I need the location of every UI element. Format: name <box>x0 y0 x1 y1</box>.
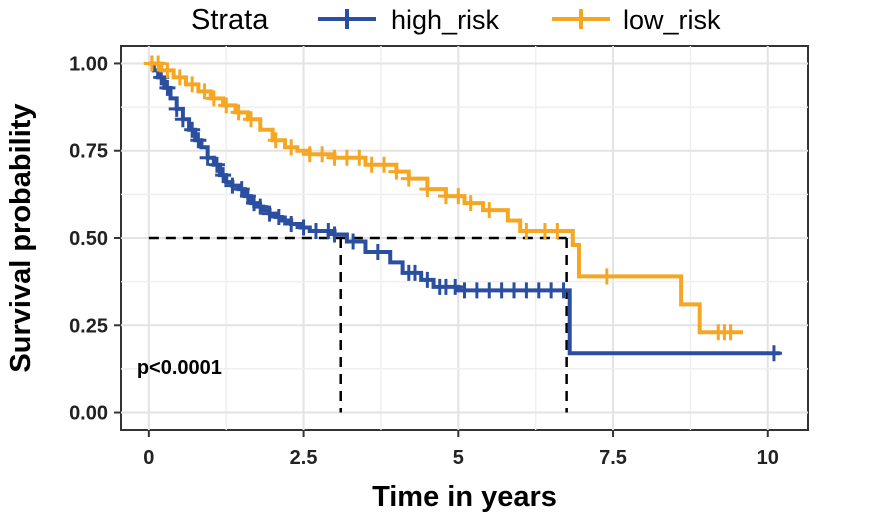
censor-mark-low_risk <box>549 223 566 240</box>
y-tick-label: 1.00 <box>69 53 108 75</box>
series-low_risk <box>143 55 744 341</box>
censor-mark-high_risk <box>261 205 278 222</box>
censor-mark-low_risk <box>196 83 213 100</box>
censor-mark-low_risk <box>218 97 235 114</box>
censor-mark-high_risk <box>208 156 225 173</box>
x-tick-label: 5 <box>453 447 464 469</box>
series-layer <box>143 55 782 362</box>
censor-mark-high_risk <box>283 216 300 233</box>
censor-mark-high_risk <box>326 226 343 243</box>
censor-mark-low_risk <box>518 223 535 240</box>
censor-mark-low_risk <box>388 163 405 180</box>
censor-mark-high_risk <box>174 111 191 128</box>
censor-mark-low_risk <box>171 69 188 86</box>
censor-mark-high_risk <box>765 345 782 362</box>
y-tick-label: 0.75 <box>69 141 108 163</box>
y-axis-title: Survival probability <box>5 103 37 372</box>
p-value-annotation: p<0.0001 <box>137 357 222 379</box>
censor-mark-low_risk <box>481 202 498 219</box>
legend-label-low_risk: low_risk <box>623 5 721 35</box>
censor-mark-high_risk <box>168 100 185 117</box>
censor-mark-low_risk <box>205 90 222 107</box>
censor-mark-high_risk <box>555 282 572 299</box>
censor-mark-low_risk <box>230 104 247 121</box>
censor-mark-low_risk <box>242 111 259 128</box>
x-tick-label: 7.5 <box>599 447 627 469</box>
censor-mark-high_risk <box>252 198 269 215</box>
censor-mark-high_risk <box>190 132 207 149</box>
censor-mark-low_risk <box>376 156 393 173</box>
censor-mark-low_risk <box>184 76 201 93</box>
censor-mark-low_risk <box>462 195 479 212</box>
censor-mark-high_risk <box>295 219 312 236</box>
x-axis-title: Time in years <box>372 481 557 513</box>
censor-mark-high_risk <box>345 233 362 250</box>
censor-mark-high_risk <box>447 278 464 295</box>
censor-mark-low_risk <box>267 132 284 149</box>
y-tick-label: 0.50 <box>69 228 108 250</box>
y-tick-label: 0.00 <box>69 403 108 425</box>
censor-mark-high_risk <box>159 79 176 96</box>
censor-mark-high_risk <box>419 271 436 288</box>
censor-mark-low_risk <box>722 324 739 341</box>
censor-mark-low_risk <box>314 146 331 163</box>
x-tick-label: 2.5 <box>290 447 318 469</box>
legend-label-high_risk: high_risk <box>391 5 500 35</box>
axes: 0 2.5 5 7.5 10 0.00 0.25 0.50 0.75 1.00 <box>69 53 779 469</box>
censor-mark-high_risk <box>199 149 216 166</box>
x-tick-label: 10 <box>757 447 779 469</box>
censor-mark-high_risk <box>270 209 287 226</box>
legend: Strata high_risk low_risk <box>191 4 721 36</box>
series-high_risk <box>143 55 782 362</box>
legend-title: Strata <box>191 4 269 36</box>
x-tick-label: 0 <box>143 447 154 469</box>
censor-mark-low_risk <box>598 268 615 285</box>
censor-mark-high_risk <box>184 121 201 138</box>
censor-mark-high_risk <box>224 177 241 194</box>
censor-mark-low_risk <box>351 149 368 166</box>
censor-mark-high_risk <box>369 243 386 260</box>
censor-mark-low_risk <box>400 170 417 187</box>
censor-mark-low_risk <box>150 55 167 72</box>
censor-mark-high_risk <box>406 264 423 281</box>
median-survival-lines <box>148 236 568 413</box>
censor-mark-low_risk <box>419 181 436 198</box>
censor-mark-high_risk <box>215 167 232 184</box>
censor-mark-low_risk <box>159 62 176 79</box>
y-tick-label: 0.25 <box>69 315 108 337</box>
censor-mark-low_risk <box>283 139 300 156</box>
censor-mark-low_risk <box>450 188 467 205</box>
